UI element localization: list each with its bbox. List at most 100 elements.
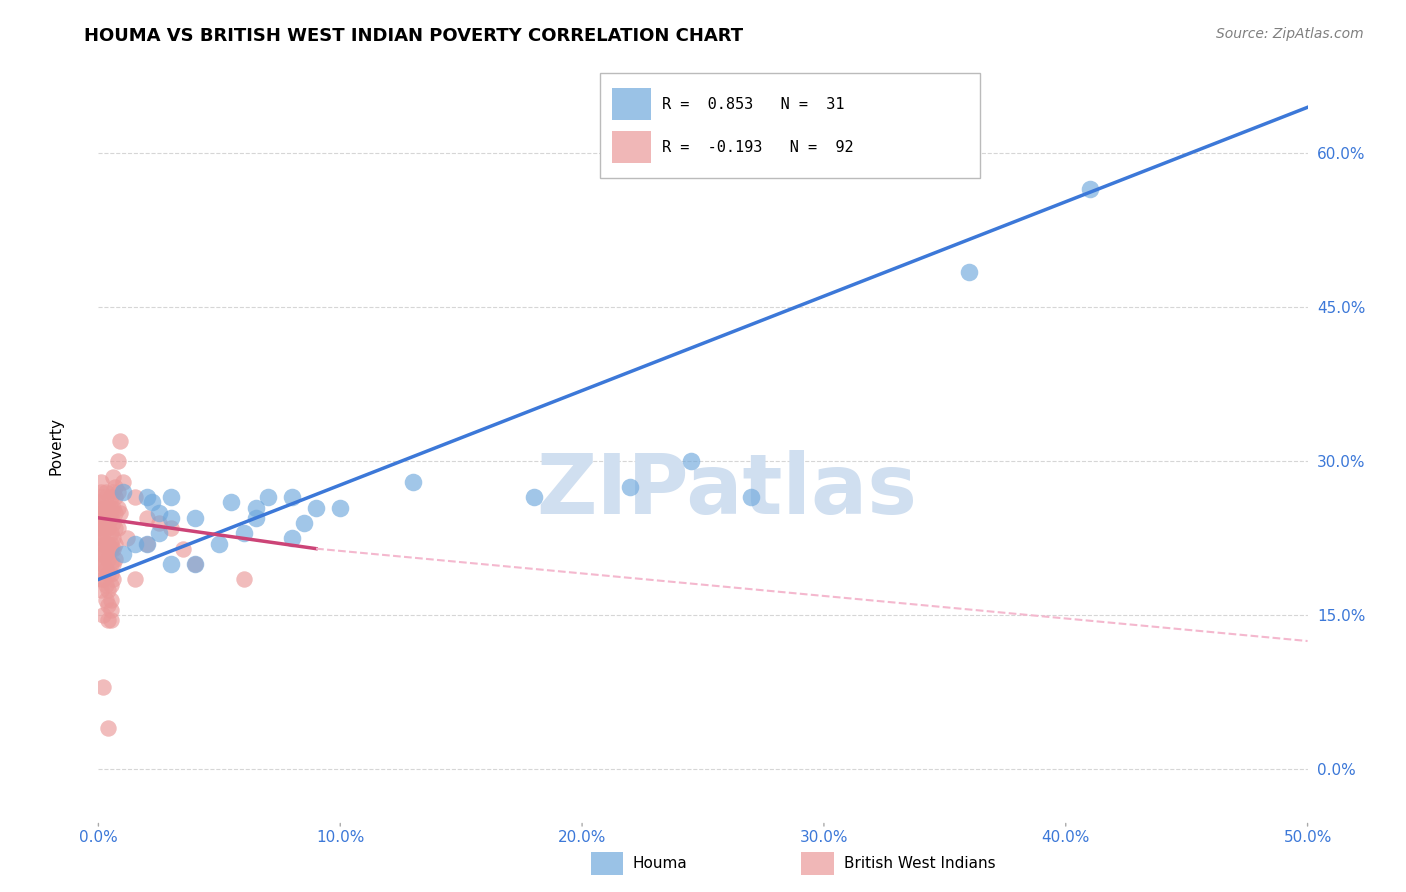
Point xyxy=(90,547,112,561)
Point xyxy=(100,491,122,505)
Point xyxy=(740,491,762,505)
Point xyxy=(108,506,131,520)
Point xyxy=(104,506,127,520)
Point xyxy=(97,721,120,735)
Text: Source: ZipAtlas.com: Source: ZipAtlas.com xyxy=(1216,27,1364,41)
Point xyxy=(100,557,122,571)
Point xyxy=(245,511,267,525)
Point xyxy=(124,536,146,550)
Point xyxy=(100,511,122,525)
Point xyxy=(104,536,127,550)
Point xyxy=(100,536,122,550)
Point xyxy=(101,573,124,587)
Point xyxy=(94,593,117,607)
Point xyxy=(97,614,120,628)
Point xyxy=(101,541,124,556)
Point xyxy=(90,485,112,500)
Point xyxy=(94,500,117,515)
Point xyxy=(1078,182,1101,196)
Point xyxy=(160,491,183,505)
Point xyxy=(141,495,163,509)
Point xyxy=(292,516,315,530)
Point xyxy=(90,557,112,571)
Point xyxy=(91,516,114,530)
Point xyxy=(135,491,157,505)
Point xyxy=(402,475,425,489)
Point xyxy=(100,593,122,607)
Point xyxy=(90,541,112,556)
Point xyxy=(100,603,122,617)
Point xyxy=(100,541,122,556)
Point xyxy=(107,500,129,515)
Point xyxy=(94,536,117,550)
Point xyxy=(281,532,304,546)
Point xyxy=(160,521,183,535)
Point xyxy=(135,536,157,550)
Text: ZIPatlas: ZIPatlas xyxy=(537,450,918,532)
Point xyxy=(94,516,117,530)
Point xyxy=(94,547,117,561)
Point xyxy=(97,500,120,515)
Text: R =  -0.193   N =  92: R = -0.193 N = 92 xyxy=(662,140,853,154)
Point xyxy=(124,491,146,505)
Point xyxy=(90,532,112,546)
Point xyxy=(97,567,120,582)
Point xyxy=(135,536,157,550)
Point xyxy=(94,511,117,525)
Point xyxy=(160,557,183,571)
Point xyxy=(104,552,127,566)
Point xyxy=(160,511,183,525)
Point xyxy=(107,485,129,500)
Point xyxy=(101,500,124,515)
Point xyxy=(100,567,122,582)
Point xyxy=(94,491,117,505)
Point xyxy=(100,614,122,628)
Point xyxy=(91,500,114,515)
Point xyxy=(124,573,146,587)
Point xyxy=(97,582,120,597)
Point xyxy=(97,516,120,530)
Point xyxy=(97,521,120,535)
Point xyxy=(101,557,124,571)
Point xyxy=(94,562,117,576)
Point xyxy=(135,511,157,525)
Point xyxy=(97,536,120,550)
Point xyxy=(101,532,124,546)
Point xyxy=(148,526,170,541)
Point xyxy=(619,480,641,494)
Point xyxy=(107,454,129,468)
Point xyxy=(184,557,207,571)
Point xyxy=(90,573,112,587)
Point xyxy=(172,541,194,556)
Point xyxy=(90,562,112,576)
Point xyxy=(97,552,120,566)
Point xyxy=(104,491,127,505)
Text: R =  0.853   N =  31: R = 0.853 N = 31 xyxy=(662,97,845,112)
Point xyxy=(221,495,243,509)
Point xyxy=(101,470,124,484)
Point xyxy=(87,511,110,525)
Point xyxy=(245,500,267,515)
Point xyxy=(87,532,110,546)
Text: HOUMA VS BRITISH WEST INDIAN POVERTY CORRELATION CHART: HOUMA VS BRITISH WEST INDIAN POVERTY COR… xyxy=(84,27,744,45)
Point xyxy=(87,495,110,509)
Point xyxy=(111,547,134,561)
Point xyxy=(104,480,127,494)
Point xyxy=(91,557,114,571)
Point xyxy=(91,547,114,561)
Point xyxy=(90,582,112,597)
Point xyxy=(91,526,114,541)
Point xyxy=(90,516,112,530)
Point xyxy=(208,536,231,550)
Point xyxy=(91,608,114,623)
Point xyxy=(87,521,110,535)
Point xyxy=(94,577,117,591)
Point xyxy=(90,506,112,520)
Point xyxy=(232,573,254,587)
Point xyxy=(305,500,328,515)
Point xyxy=(523,491,546,505)
Point xyxy=(107,521,129,535)
Point xyxy=(111,485,134,500)
Point xyxy=(679,454,702,468)
Point xyxy=(87,500,110,515)
